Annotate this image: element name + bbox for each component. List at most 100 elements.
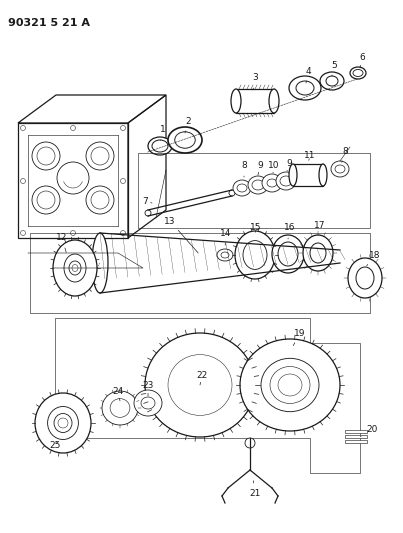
Ellipse shape bbox=[356, 267, 374, 289]
Ellipse shape bbox=[175, 132, 195, 148]
Ellipse shape bbox=[32, 142, 60, 170]
Ellipse shape bbox=[72, 264, 78, 271]
Ellipse shape bbox=[170, 357, 230, 414]
Circle shape bbox=[21, 230, 25, 236]
Text: 15: 15 bbox=[250, 223, 262, 232]
Ellipse shape bbox=[350, 67, 366, 79]
Text: 24: 24 bbox=[112, 386, 124, 401]
Text: 20: 20 bbox=[360, 425, 378, 437]
Ellipse shape bbox=[37, 147, 55, 165]
Ellipse shape bbox=[134, 390, 162, 416]
Circle shape bbox=[120, 230, 125, 236]
Ellipse shape bbox=[57, 162, 89, 194]
Ellipse shape bbox=[102, 391, 138, 425]
Ellipse shape bbox=[348, 258, 382, 298]
Ellipse shape bbox=[152, 140, 168, 152]
Ellipse shape bbox=[35, 393, 91, 453]
Text: 1: 1 bbox=[160, 125, 166, 140]
Text: 17: 17 bbox=[314, 221, 326, 235]
Text: 25: 25 bbox=[49, 440, 61, 449]
Text: 4: 4 bbox=[305, 67, 311, 83]
Ellipse shape bbox=[48, 407, 79, 440]
Bar bbox=[345, 430, 367, 433]
Ellipse shape bbox=[86, 142, 114, 170]
Bar bbox=[345, 440, 367, 443]
Text: 7: 7 bbox=[142, 197, 152, 206]
Ellipse shape bbox=[280, 176, 292, 186]
Ellipse shape bbox=[289, 76, 321, 100]
Ellipse shape bbox=[252, 180, 264, 190]
Ellipse shape bbox=[91, 147, 109, 165]
Ellipse shape bbox=[243, 240, 267, 269]
Ellipse shape bbox=[145, 210, 151, 216]
Ellipse shape bbox=[145, 333, 255, 437]
Ellipse shape bbox=[92, 233, 108, 293]
Text: 9: 9 bbox=[257, 160, 263, 175]
Ellipse shape bbox=[269, 89, 279, 113]
Ellipse shape bbox=[326, 76, 338, 86]
Bar bbox=[236, 89, 274, 113]
Circle shape bbox=[21, 125, 25, 131]
Ellipse shape bbox=[64, 254, 86, 282]
Ellipse shape bbox=[175, 132, 195, 148]
Ellipse shape bbox=[37, 191, 55, 209]
Ellipse shape bbox=[58, 418, 68, 428]
Bar bbox=[345, 434, 367, 438]
Ellipse shape bbox=[91, 191, 109, 209]
Ellipse shape bbox=[69, 261, 81, 275]
Text: 23: 23 bbox=[142, 382, 154, 396]
Text: 19: 19 bbox=[293, 328, 306, 345]
Text: 90321 5 21 A: 90321 5 21 A bbox=[8, 18, 90, 28]
Circle shape bbox=[21, 179, 25, 183]
Text: 10: 10 bbox=[268, 160, 280, 173]
Text: 16: 16 bbox=[284, 223, 296, 239]
Text: 11: 11 bbox=[304, 151, 316, 160]
Text: 9: 9 bbox=[286, 158, 292, 171]
Ellipse shape bbox=[32, 186, 60, 214]
Text: 8: 8 bbox=[342, 147, 348, 163]
Ellipse shape bbox=[353, 69, 363, 77]
Text: 6: 6 bbox=[359, 53, 365, 68]
Text: 12: 12 bbox=[56, 233, 68, 252]
Ellipse shape bbox=[168, 354, 232, 415]
Ellipse shape bbox=[176, 362, 224, 408]
Circle shape bbox=[120, 125, 125, 131]
Text: 2: 2 bbox=[185, 117, 191, 133]
Ellipse shape bbox=[86, 186, 114, 214]
Ellipse shape bbox=[331, 161, 349, 177]
Ellipse shape bbox=[289, 164, 297, 186]
Ellipse shape bbox=[278, 374, 302, 396]
Text: 22: 22 bbox=[196, 370, 208, 385]
Text: 21: 21 bbox=[249, 481, 261, 497]
Circle shape bbox=[71, 230, 75, 236]
Ellipse shape bbox=[148, 137, 172, 155]
Ellipse shape bbox=[141, 397, 155, 409]
Ellipse shape bbox=[217, 249, 233, 261]
Ellipse shape bbox=[237, 184, 247, 192]
Ellipse shape bbox=[270, 367, 310, 403]
Text: 3: 3 bbox=[252, 74, 258, 90]
Ellipse shape bbox=[262, 174, 282, 192]
Ellipse shape bbox=[296, 81, 314, 95]
Ellipse shape bbox=[303, 235, 333, 271]
Text: 14: 14 bbox=[220, 229, 232, 245]
Ellipse shape bbox=[168, 127, 202, 153]
Ellipse shape bbox=[335, 165, 345, 173]
Ellipse shape bbox=[248, 176, 268, 194]
Ellipse shape bbox=[267, 179, 277, 187]
Ellipse shape bbox=[233, 180, 251, 196]
Text: 13: 13 bbox=[164, 216, 198, 253]
Ellipse shape bbox=[184, 370, 216, 400]
Ellipse shape bbox=[231, 89, 241, 113]
Text: 8: 8 bbox=[241, 161, 247, 177]
Ellipse shape bbox=[276, 172, 296, 190]
Ellipse shape bbox=[278, 242, 298, 266]
Text: 5: 5 bbox=[331, 61, 337, 76]
Ellipse shape bbox=[319, 164, 327, 186]
Circle shape bbox=[120, 179, 125, 183]
Bar bbox=[293, 164, 323, 186]
Ellipse shape bbox=[240, 339, 340, 431]
Ellipse shape bbox=[53, 240, 97, 296]
Circle shape bbox=[245, 438, 255, 448]
Ellipse shape bbox=[272, 235, 304, 273]
